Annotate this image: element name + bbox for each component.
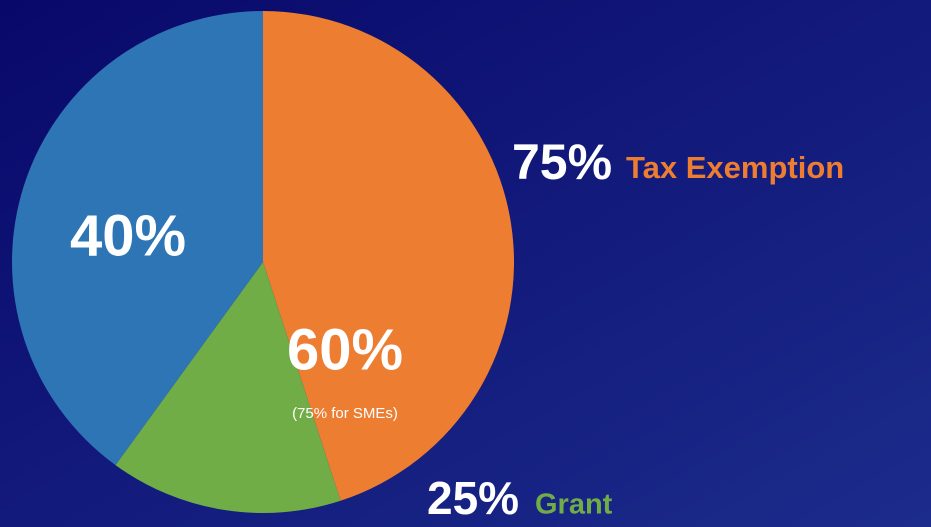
- breakdown-name: Grant: [535, 489, 613, 521]
- annotation: (75% for SMEs): [292, 405, 398, 422]
- slice-label: 60%: [287, 317, 403, 382]
- breakdown-value: 25%: [427, 472, 519, 524]
- pie: [11, 11, 514, 513]
- slice-label: 40%: [70, 203, 186, 268]
- pie-slice: [263, 11, 514, 501]
- pie-slice: [115, 262, 341, 513]
- breakdown-name: Tax Exemption: [626, 150, 844, 185]
- pie-slice: [11, 11, 263, 466]
- breakdown-value: 75%: [512, 134, 612, 190]
